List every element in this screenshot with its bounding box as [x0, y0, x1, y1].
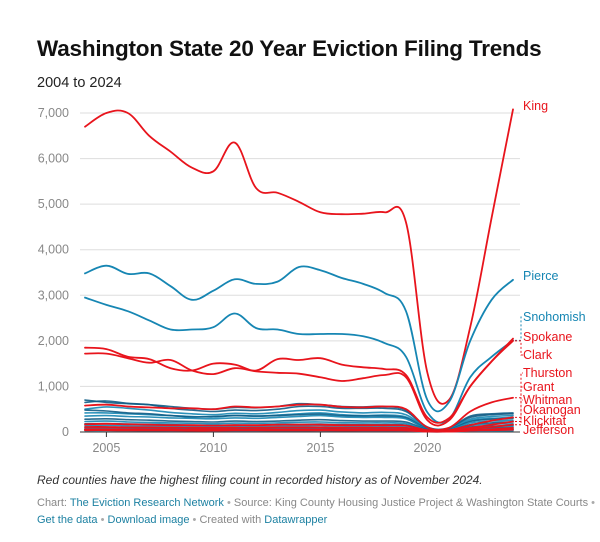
footer-created-prefix: Created with: [199, 514, 262, 526]
series-label-okanogan: Okanogan: [523, 403, 581, 417]
label-leader-grant: [515, 386, 523, 418]
series-line-clark[interactable]: [84, 340, 514, 427]
series-line-jefferson[interactable]: [84, 428, 514, 433]
label-leader-okanogan: [515, 409, 523, 422]
series-line-thurston[interactable]: [84, 396, 514, 431]
series-label-snohomish: Snohomish: [523, 310, 586, 324]
y-tick-label: 6,000: [38, 152, 69, 166]
series-label-king: King: [523, 99, 548, 113]
series-label-pierce: Pierce: [523, 269, 558, 283]
download-image-link[interactable]: Download image: [107, 514, 190, 526]
chart-subtitle: 2004 to 2024: [37, 75, 122, 91]
series-label-grant: Grant: [523, 380, 555, 394]
series-label-thurston: Thurston: [523, 366, 572, 380]
y-tick-label: 7,000: [38, 106, 69, 120]
y-tick-label: 4,000: [38, 243, 69, 257]
y-tick-label: 1,000: [38, 379, 69, 393]
series-label-spokane: Spokane: [523, 330, 572, 344]
series-label-whitman: Whitman: [523, 393, 572, 407]
series-line-pierce[interactable]: [84, 264, 514, 413]
datawrapper-link[interactable]: Datawrapper: [264, 514, 328, 526]
chart-note: Red counties have the highest filing cou…: [37, 473, 483, 487]
y-tick-label: 3,000: [38, 288, 69, 302]
label-leader-snohomish: [515, 316, 523, 341]
get-data-link[interactable]: Get the data: [37, 514, 98, 526]
x-tick-label: 2005: [92, 441, 120, 455]
series-label-jefferson: Jefferson: [523, 423, 574, 437]
label-leader-thurston: [515, 372, 523, 399]
series-label-klickitat: Klickitat: [523, 414, 567, 428]
y-tick-label: 5,000: [38, 197, 69, 211]
x-tick-label: 2015: [306, 441, 334, 455]
series-labels: King Pierce Snohomish Spokane Clark ThurstonG…: [515, 99, 586, 437]
footer-source: Source: King County Housing Justice Proj…: [233, 497, 589, 509]
x-tick-label: 2020: [413, 441, 441, 455]
labeled-series: [84, 108, 514, 433]
line-chart: 0 1,000 2,000 3,000 4,000 5,000 6,000 7,000 2005…: [38, 99, 586, 455]
chart-footer: Chart: The Eviction Research Network • S…: [37, 497, 596, 526]
label-leader-whitman: [515, 399, 523, 426]
series-label-clark: Clark: [523, 348, 553, 362]
chart-title: Washington State 20 Year Eviction Filing…: [37, 36, 542, 61]
label-leader-clark: [515, 340, 523, 356]
chart-source-link[interactable]: The Eviction Research Network: [69, 497, 224, 509]
y-tick-label: 0: [62, 425, 69, 439]
y-tick-label: 2,000: [38, 334, 69, 348]
footer-chart-prefix: Chart:: [37, 497, 67, 509]
x-tick-label: 2010: [199, 441, 227, 455]
axes: 0 1,000 2,000 3,000 4,000 5,000 6,000 7,000 2005…: [38, 106, 442, 455]
